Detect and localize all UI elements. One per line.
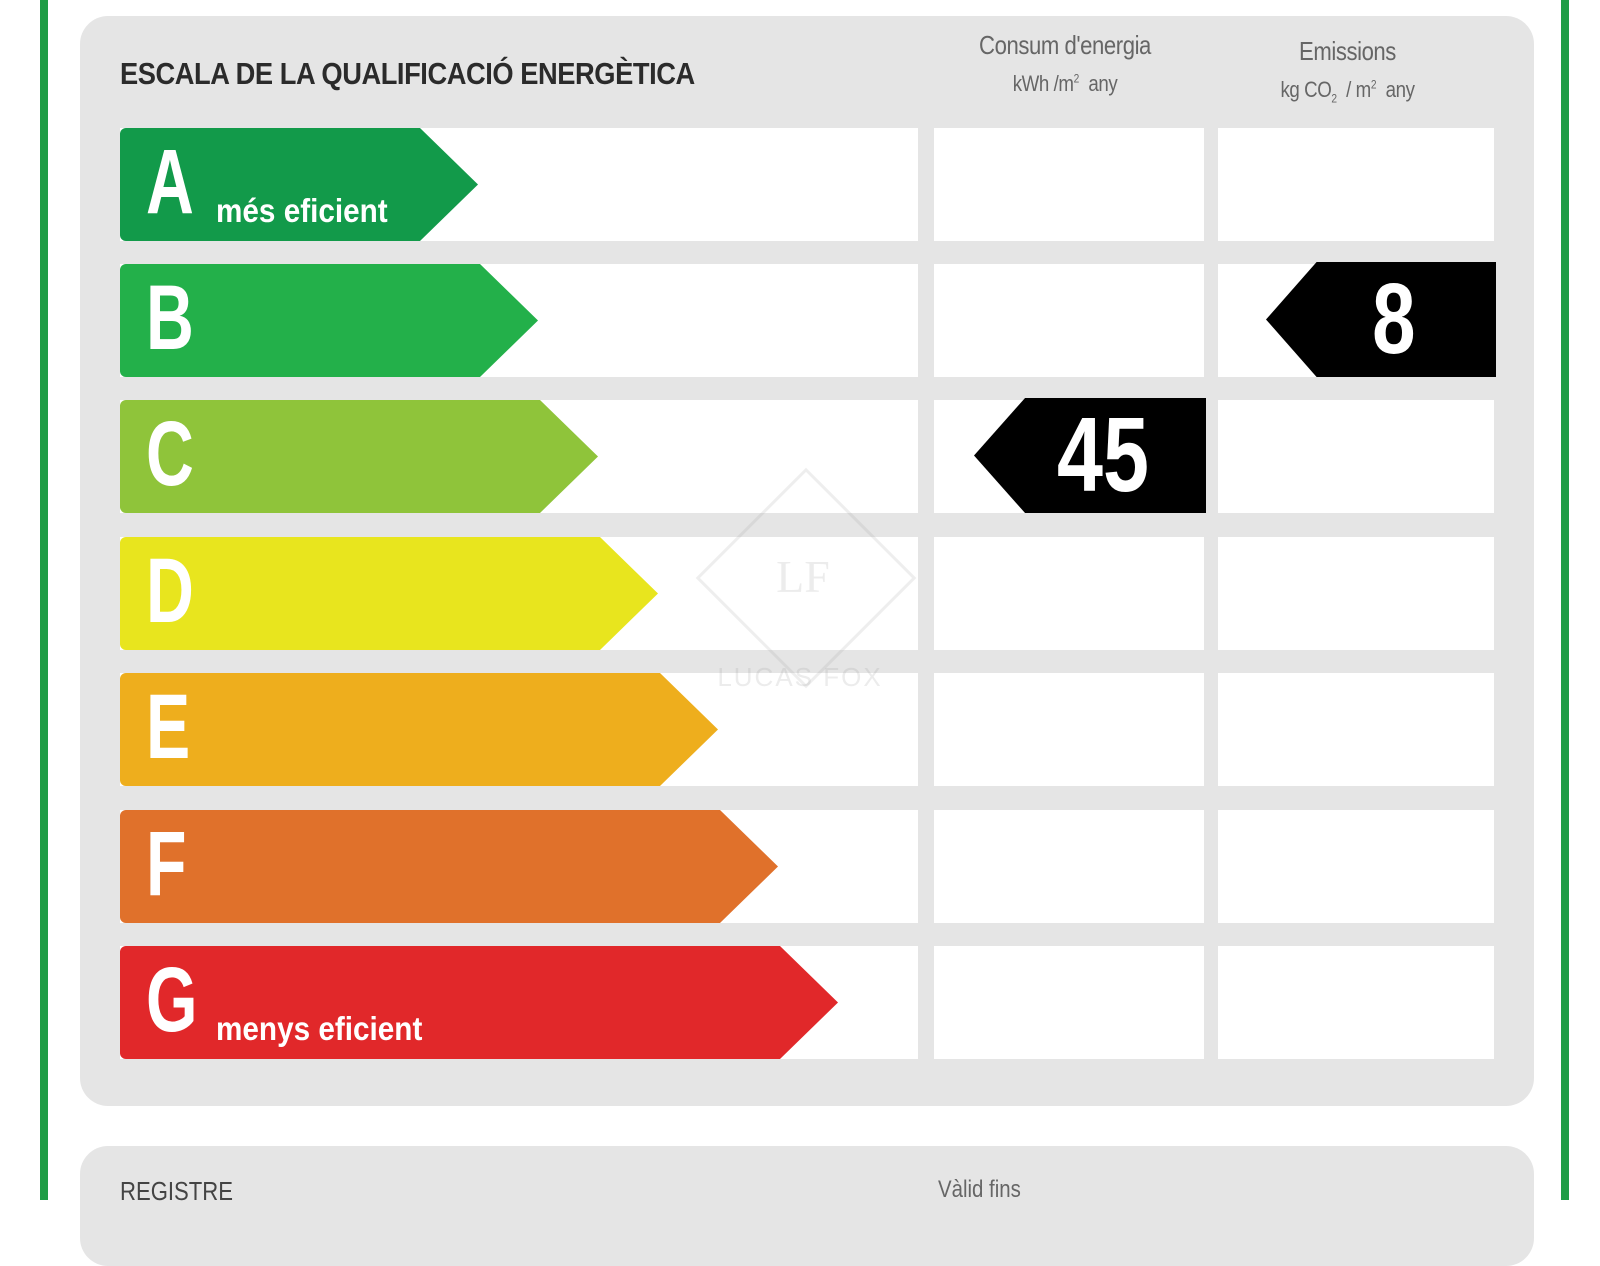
rating-arrow-b: B bbox=[120, 264, 538, 377]
rating-letter: D bbox=[146, 540, 194, 642]
emissions-value: 8 bbox=[1372, 263, 1416, 375]
energy-column-header: Consum d'energia kWh /m2 any bbox=[935, 30, 1195, 97]
rating-letter: C bbox=[146, 403, 194, 505]
valid-until-label: Vàlid fins bbox=[938, 1176, 1021, 1203]
energy-cell-b bbox=[934, 264, 1204, 377]
scale-title: ESCALA DE LA QUALIFICACIÓ ENERGÈTICA bbox=[120, 56, 695, 91]
emissions-cell-g bbox=[1218, 946, 1494, 1059]
emissions-cell-d bbox=[1218, 537, 1494, 650]
watermark-text: LUCAS FOX bbox=[717, 662, 883, 692]
energy-cell-a bbox=[934, 128, 1204, 241]
emissions-cell-c bbox=[1218, 400, 1494, 513]
rating-arrow-f: F bbox=[120, 810, 778, 923]
rating-row-c: C 45 bbox=[0, 398, 1600, 513]
energy-cell-d bbox=[934, 537, 1204, 650]
registration-panel bbox=[80, 1146, 1534, 1266]
rating-description: menys eficient bbox=[216, 1010, 423, 1047]
energy-column-unit: kWh /m2 any bbox=[1012, 71, 1118, 96]
left-green-border bbox=[40, 0, 48, 1200]
emissions-cell-f bbox=[1218, 810, 1494, 923]
rating-arrow-c: C bbox=[120, 400, 598, 513]
registre-label: REGISTRE bbox=[120, 1176, 233, 1206]
emissions-cell-e bbox=[1218, 673, 1494, 786]
rating-arrow-d: D bbox=[120, 537, 658, 650]
emissions-column-header: Emissions kg CO2 / m2 any bbox=[1215, 36, 1480, 105]
rating-description: més eficient bbox=[216, 192, 388, 229]
rating-letter: B bbox=[146, 267, 194, 369]
right-green-border bbox=[1561, 0, 1569, 1200]
emissions-column-label: Emissions bbox=[1299, 36, 1396, 66]
rating-row-d: D bbox=[0, 537, 1600, 650]
energy-cell-g bbox=[934, 946, 1204, 1059]
rating-letter: E bbox=[146, 676, 191, 778]
rating-letter: F bbox=[146, 813, 187, 915]
rating-row-f: F bbox=[0, 810, 1600, 923]
energy-cell-e bbox=[934, 673, 1204, 786]
energy-value-badge: 45 bbox=[974, 398, 1206, 513]
rating-row-e: E bbox=[0, 673, 1600, 786]
rating-letter: G bbox=[146, 949, 198, 1051]
emissions-cell-a bbox=[1218, 128, 1494, 241]
energy-value: 45 bbox=[1057, 396, 1149, 514]
energy-column-label: Consum d'energia bbox=[979, 30, 1151, 60]
rating-letter: A bbox=[146, 131, 194, 233]
emissions-value-badge: 8 bbox=[1266, 262, 1496, 377]
watermark-logo-mark: LF bbox=[776, 551, 830, 602]
emissions-column-unit: kg CO2 / m2 any bbox=[1280, 77, 1415, 106]
rating-arrow-e: E bbox=[120, 673, 718, 786]
energy-cell-f bbox=[934, 810, 1204, 923]
